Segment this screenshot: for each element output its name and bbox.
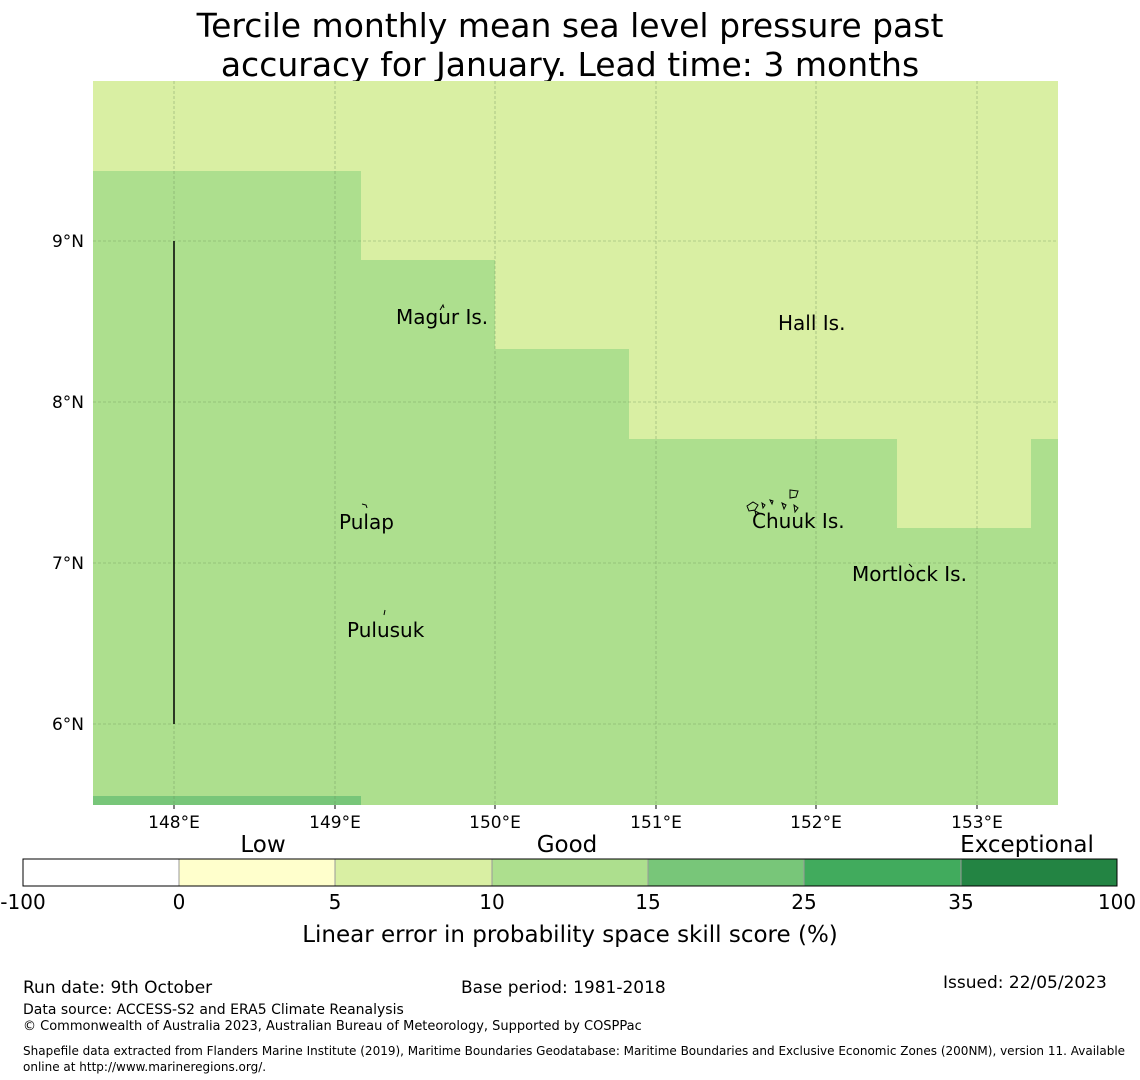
- axis-tick-marks: [173, 805, 978, 809]
- legend-ticks-label: 25: [791, 890, 816, 914]
- run-date: Run date: 9th October: [23, 978, 213, 998]
- colorbar: [22, 858, 1118, 887]
- legend-axis-label: Linear error in probability space skill …: [302, 922, 838, 948]
- copyright: © Commonwealth of Australia 2023, Austra…: [23, 1019, 642, 1034]
- skill-region-15-25: [93, 796, 361, 805]
- lat-tick-label: 7°N: [52, 554, 84, 574]
- skill-region-10-15: [93, 171, 1058, 805]
- place-label-chuuk: Chuuk Is.: [752, 509, 845, 533]
- shapefile-credit: Shapefile data extracted from Flanders M…: [23, 1044, 1126, 1074]
- legend-category-exceptional: Exceptional: [960, 832, 1094, 858]
- lon-tick-label: 150°E: [469, 813, 521, 833]
- legend-ticks-label: 10: [479, 890, 504, 914]
- data-source: Data source: ACCESS-S2 and ERA5 Climate …: [23, 1002, 404, 1018]
- lon-tick-label: 149°E: [309, 813, 361, 833]
- place-label-hall: Hall Is.: [778, 311, 845, 335]
- lon-tick-label: 151°E: [630, 813, 682, 833]
- lon-tick-label: 153°E: [951, 813, 1003, 833]
- legend-ticks-label: 15: [635, 890, 660, 914]
- lat-tick-label: 8°N: [52, 393, 84, 413]
- base-period: Base period: 1981-2018: [461, 978, 666, 998]
- chuuk-lagoon-shape: [746, 489, 799, 516]
- legend-ticks-label: 0: [173, 890, 186, 914]
- gridlines: [93, 81, 1058, 805]
- legend-ticks-label: -100: [0, 890, 45, 914]
- map-title: Tercile monthly mean sea level pressure …: [0, 6, 1140, 84]
- lat-tick-label: 6°N: [52, 715, 84, 735]
- place-label-mortlock: Mortlock Is.: [852, 562, 967, 586]
- place-label-pulap: Pulap: [339, 510, 394, 534]
- colorbar-segment: [179, 859, 335, 886]
- lon-tick-label: 148°E: [148, 813, 200, 833]
- pulap-island-shape: [361, 503, 368, 509]
- legend-ticks-label: 100: [1098, 890, 1136, 914]
- magur-island-shape: [439, 303, 445, 311]
- legend-ticks-label: 5: [329, 890, 342, 914]
- colorbar-segment: [335, 859, 492, 886]
- lon-tick-label: 152°E: [790, 813, 842, 833]
- place-label-magur: Magur Is.: [396, 305, 488, 329]
- colorbar-segment: [648, 859, 804, 886]
- lat-tick-label: 9°N: [52, 232, 84, 252]
- pulusuk-island-shape: [383, 609, 386, 616]
- colorbar-segment: [492, 859, 648, 886]
- legend-category-low: Low: [240, 832, 285, 858]
- colorbar-segment: [804, 859, 961, 886]
- place-label-pulusuk: Pulusuk: [347, 618, 425, 642]
- colorbar-segment: [23, 859, 179, 886]
- legend-category-good: Good: [537, 832, 598, 858]
- colorbar-segment: [961, 859, 1117, 886]
- island-outlines: [361, 303, 913, 616]
- title-line-2: accuracy for January. Lead time: 3 month…: [220, 45, 920, 84]
- title-line-1: Tercile monthly mean sea level pressure …: [196, 6, 944, 45]
- mortlock-island-shape: [908, 563, 913, 568]
- issued-date: Issued: 22/05/2023: [943, 973, 1107, 993]
- legend-ticks-label: 35: [948, 890, 973, 914]
